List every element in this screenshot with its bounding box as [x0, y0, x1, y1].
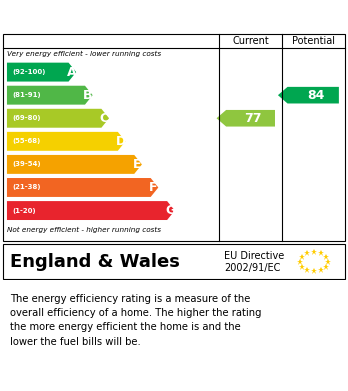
Text: The energy efficiency rating is a measure of the
overall efficiency of a home. T: The energy efficiency rating is a measur…: [10, 294, 262, 347]
Text: (69-80): (69-80): [12, 115, 41, 121]
Polygon shape: [7, 155, 142, 174]
Text: Not energy efficient - higher running costs: Not energy efficient - higher running co…: [7, 226, 161, 233]
Text: (81-91): (81-91): [12, 92, 41, 98]
Text: (92-100): (92-100): [12, 69, 46, 75]
Text: Very energy efficient - lower running costs: Very energy efficient - lower running co…: [7, 51, 161, 57]
Text: C: C: [100, 112, 109, 125]
Text: Current: Current: [232, 36, 269, 46]
Polygon shape: [216, 110, 275, 127]
Text: G: G: [165, 204, 176, 217]
Text: (39-54): (39-54): [12, 161, 41, 167]
Polygon shape: [278, 87, 339, 104]
Polygon shape: [7, 109, 109, 128]
Text: 84: 84: [307, 89, 324, 102]
Text: (21-38): (21-38): [12, 185, 41, 190]
Polygon shape: [7, 132, 126, 151]
Polygon shape: [7, 86, 93, 105]
Text: (1-20): (1-20): [12, 208, 36, 213]
Text: (55-68): (55-68): [12, 138, 40, 144]
Text: EU Directive
2002/91/EC: EU Directive 2002/91/EC: [224, 251, 285, 273]
Text: F: F: [149, 181, 157, 194]
Text: A: A: [67, 66, 77, 79]
Text: D: D: [116, 135, 126, 148]
Polygon shape: [7, 201, 175, 220]
Text: B: B: [83, 89, 93, 102]
Text: Energy Efficiency Rating: Energy Efficiency Rating: [10, 10, 220, 25]
Text: 77: 77: [244, 112, 262, 125]
Polygon shape: [7, 63, 76, 82]
Text: Potential: Potential: [292, 36, 335, 46]
Text: England & Wales: England & Wales: [10, 253, 180, 271]
Text: E: E: [133, 158, 141, 171]
Polygon shape: [7, 178, 158, 197]
